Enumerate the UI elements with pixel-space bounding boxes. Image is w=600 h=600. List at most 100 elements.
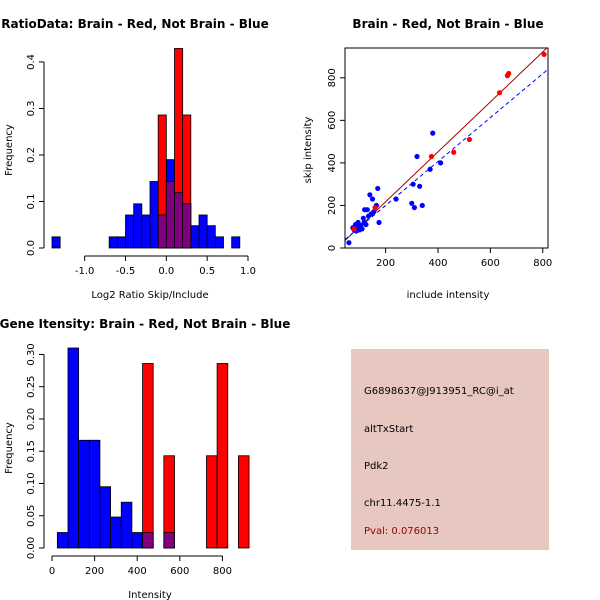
- intensity-histogram-y-tick-label: 0.15: [26, 440, 37, 462]
- not-brain-point: [393, 196, 399, 202]
- intensity-histogram-y-tick-label: 0.25: [26, 376, 37, 398]
- not-brain-point: [376, 219, 382, 226]
- brain-point: [466, 136, 473, 143]
- ratio-histogram-x-tick-label: 0.0: [158, 266, 174, 277]
- ratio-histogram-overlap-bar: [165, 181, 175, 249]
- scatter-x-tick-label: 200: [376, 258, 395, 269]
- ratio-histogram-y-tick-label: 0.2: [26, 147, 37, 163]
- scatter-x-tick-label: 600: [481, 258, 500, 269]
- not-brain-point: [419, 202, 425, 209]
- scatter-ylabel: skip intensity: [303, 117, 314, 184]
- brain-point: [496, 90, 503, 96]
- intensity-histogram-blue-bar: [88, 439, 101, 549]
- intensity-histogram-blue-bar: [67, 347, 80, 549]
- intensity-histogram-blue-bar: [131, 532, 143, 549]
- intensity-histogram-overlap-bar: [142, 532, 154, 549]
- ratio-histogram-overlap-bar: [157, 214, 167, 249]
- ratio-histogram-blue-bar: [133, 203, 143, 249]
- ratio-histogram-x-tick-label: 1.0: [240, 266, 256, 277]
- brain-point: [506, 70, 512, 77]
- ratio-histogram-overlap-bar: [174, 192, 184, 249]
- event-type-text: altTxStart: [364, 424, 414, 435]
- not-brain-point: [364, 207, 370, 213]
- ratio-histogram-blue-bar: [116, 236, 126, 249]
- ratio-histogram-blue-bar: [125, 214, 135, 249]
- intensity-histogram-ylabel: Frequency: [4, 422, 15, 474]
- ratio-histogram-blue-bar: [198, 214, 208, 249]
- ratio-histogram-x-tick-label: 0.5: [199, 266, 215, 277]
- scatter-title: Brain - Red, Not Brain - Blue: [352, 17, 543, 31]
- ratio-histogram-y-tick-label: 0.0: [26, 240, 37, 256]
- intensity-histogram-blue-bar: [78, 439, 90, 549]
- ratio-histogram-ylabel: Frequency: [4, 124, 15, 176]
- ratio-histogram-blue-bar: [108, 236, 118, 249]
- intensity-histogram-red-bar: [206, 455, 218, 549]
- ratio-histogram-y-tick-label: 0.4: [26, 54, 37, 70]
- intensity-histogram-red-bar: [142, 363, 154, 549]
- not-brain-point: [409, 200, 415, 206]
- intensity-histogram-x-tick-label: 600: [170, 566, 189, 577]
- intensity-histogram-x-tick-label: 0: [49, 566, 55, 577]
- brain-point: [372, 204, 378, 211]
- scatter-y-tick-label: 600: [327, 111, 338, 130]
- not-brain-point: [427, 166, 433, 172]
- intensity-histogram-blue-bar: [56, 532, 69, 549]
- ratio-histogram-overlap-bar: [182, 203, 192, 249]
- ratio-histogram-blue-bar: [141, 214, 151, 249]
- intensity-histogram-y-tick-label: 0.30: [26, 343, 37, 365]
- gene-name-text: Pdk2: [364, 461, 389, 472]
- scatter-y-tick-label: 0: [327, 245, 338, 251]
- intensity-histogram-x-tick-label: 200: [85, 566, 104, 577]
- not-brain-point: [414, 153, 420, 160]
- brain-fit-line: [345, 48, 548, 241]
- intensity-histogram-red-bar: [216, 363, 229, 549]
- not-brain-point: [375, 185, 381, 192]
- brain-point: [351, 226, 357, 232]
- not-brain-point: [371, 209, 377, 215]
- ratio-histogram-blue-bar: [214, 236, 224, 249]
- intensity-histogram-blue-bar: [110, 516, 122, 549]
- intensity-histogram-red-bar: [238, 455, 250, 549]
- intensity-histogram-y-tick-label: 0.05: [26, 505, 37, 527]
- ratio-histogram-panel: RatioData: Brain - Red, Not Brain - Blue…: [1, 17, 268, 301]
- intensity-histogram-x-tick-label: 400: [128, 566, 147, 577]
- scatter-y-tick-label: 200: [327, 196, 338, 215]
- not-brain-point: [410, 181, 416, 187]
- intensity-histogram-xlabel: Intensity: [128, 590, 172, 600]
- not-brain-point: [430, 130, 436, 136]
- brain-point: [428, 153, 435, 160]
- not-brain-point: [360, 215, 366, 221]
- scatter-y-tick-label: 400: [327, 153, 338, 172]
- not-brain-point: [369, 196, 376, 202]
- intensity-histogram-y-tick-label: 0.10: [26, 472, 37, 494]
- ratio-histogram-y-tick-label: 0.3: [26, 101, 37, 117]
- not-brain-fit-line: [345, 68, 548, 240]
- ratio-histogram-blue-bar: [190, 225, 200, 249]
- pval-text: Pval: 0.076013: [364, 526, 440, 537]
- scatter-xlabel: include intensity: [407, 290, 490, 301]
- not-brain-point: [346, 240, 352, 246]
- intensity-histogram-overlap-bar: [163, 532, 175, 549]
- brain-point: [541, 51, 547, 57]
- scatter-x-tick-label: 400: [428, 258, 447, 269]
- ratio-histogram-blue-bar: [149, 181, 159, 249]
- ratio-histogram-blue-bar: [51, 236, 61, 249]
- probe-id-text: G6898637@J913951_RC@i_at: [364, 386, 514, 397]
- location-text: chr11.4475-1.1: [364, 498, 441, 509]
- scatter-x-tick-label: 800: [533, 258, 552, 269]
- scatter-plot-frame: [344, 47, 549, 249]
- not-brain-point: [438, 160, 444, 166]
- ratio-histogram-title: RatioData: Brain - Red, Not Brain - Blue: [1, 17, 268, 31]
- intensity-histogram-y-tick-label: 0.00: [26, 537, 37, 559]
- not-brain-point: [417, 183, 423, 189]
- intensity-histogram-blue-bar: [99, 486, 111, 549]
- ratio-histogram-x-tick-label: -0.5: [116, 266, 136, 277]
- scatter-y-tick-label: 800: [327, 68, 338, 87]
- intensity-scatter-panel: Brain - Red, Not Brain - Blue include in…: [303, 17, 552, 301]
- ratio-histogram-x-tick-label: -1.0: [75, 266, 95, 277]
- ratio-histogram-xlabel: Log2 Ratio Skip/Include: [91, 290, 208, 301]
- intensity-histogram-panel: Gene Itensity: Brain - Red, Not Brain - …: [0, 317, 290, 600]
- brain-point: [451, 149, 457, 155]
- ratio-histogram-blue-bar: [231, 236, 241, 249]
